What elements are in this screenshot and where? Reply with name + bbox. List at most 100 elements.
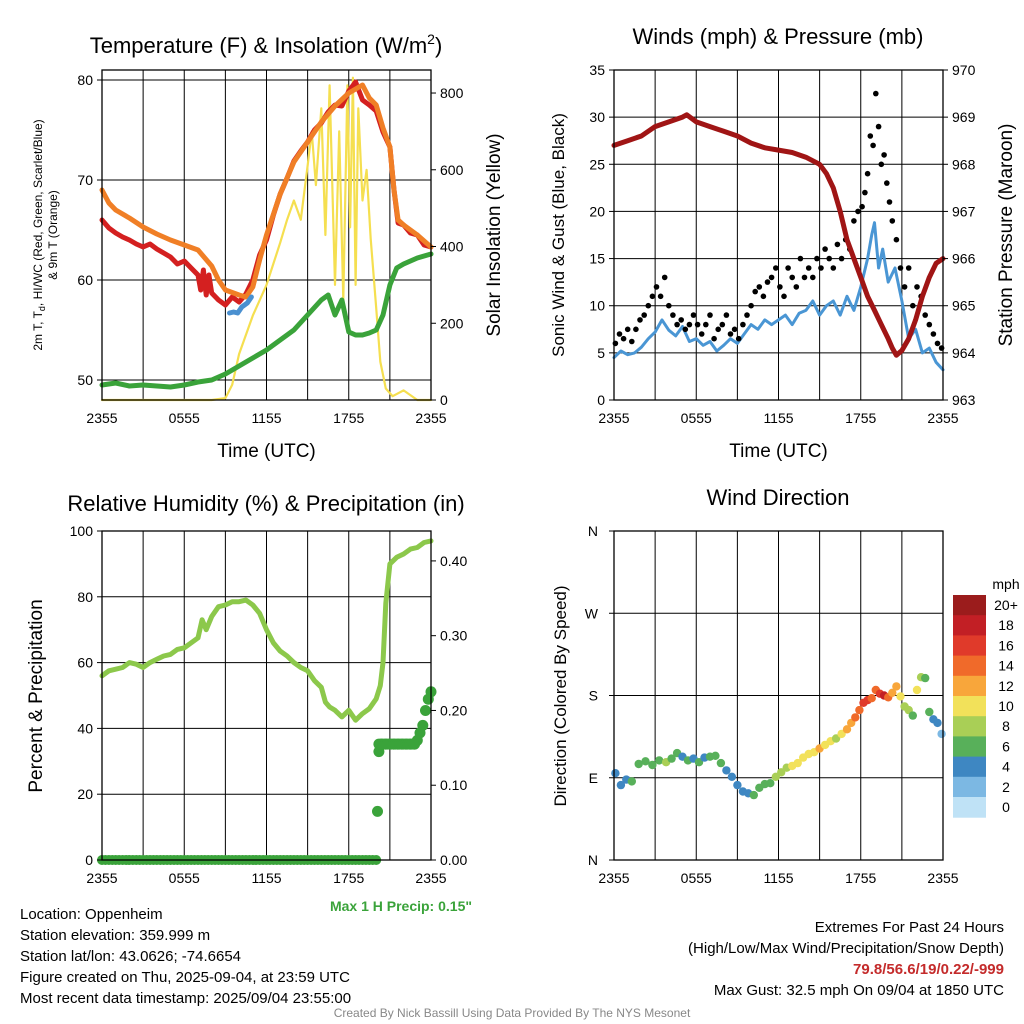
winds-gust-dot	[698, 331, 705, 337]
winds-gust-dot	[657, 293, 664, 300]
direction-y-tick-label: N	[588, 852, 598, 868]
direction-point	[694, 758, 704, 767]
winds-gust-dot	[822, 246, 828, 252]
temperature-x-axis-label: Time (UTC)	[217, 441, 316, 462]
temp-right-tick-label: 400	[440, 239, 464, 255]
winds-left-tick-label: 5	[597, 345, 605, 361]
humidity-y-axis-label: Percent & Precipitation	[26, 599, 47, 792]
winds-gust-dot	[711, 335, 717, 342]
temp-temperature_9m-line	[99, 82, 434, 300]
temp-right-tick-label: 600	[440, 162, 464, 178]
pressure-y-axis-label: Station Pressure (Maroon)	[996, 124, 1017, 347]
winds-gust-dot	[764, 279, 771, 285]
direction-point	[667, 754, 676, 763]
temperature-y-axis-label: 2m T, Td, HI/WC (Red, Green, Scarlet/Blu…	[31, 119, 47, 350]
colorbar-label: 14	[998, 658, 1014, 674]
direction-point	[733, 780, 742, 790]
colorbar-swatch	[953, 696, 986, 717]
winds-gust-dot	[674, 321, 680, 328]
direction-point	[627, 777, 636, 786]
winds-gust-dot	[641, 312, 647, 318]
direction-x-tick-label: 2355	[598, 870, 629, 886]
winds-gust-dot	[752, 288, 758, 295]
temp-left-tick-label: 70	[77, 172, 93, 188]
temperature-y-axis-label-2: & 9m T (Orange)	[46, 190, 60, 280]
humidity-title: Relative Humidity (%) & Precipitation (i…	[67, 491, 464, 516]
winds-gust-dot	[616, 331, 623, 337]
winds-x-tick-label: 1755	[845, 410, 876, 426]
humidity-right-tick-label: 0.00	[440, 852, 467, 868]
temp-x-tick-label: 1155	[251, 410, 281, 426]
precip-dot	[420, 705, 431, 716]
colorbar-swatch	[953, 797, 986, 818]
colorbar-swatch	[953, 675, 986, 697]
winds-gust-dot	[838, 255, 845, 262]
winds-left-tick-label: 15	[589, 251, 605, 267]
humidity-x-tick-label: 1755	[333, 870, 364, 886]
max-precip-label: Max 1 H Precip: 0.15"	[330, 898, 472, 914]
direction-point	[777, 768, 786, 777]
direction-point	[727, 772, 737, 781]
direction-point	[634, 759, 643, 769]
direction-point	[925, 707, 934, 717]
temp-left-tick-label: 50	[77, 372, 93, 388]
winds-right-tick-label: 970	[952, 62, 976, 78]
winds-sonic_wind-line	[612, 221, 945, 372]
temp-heat_index_wind_chill-line	[227, 294, 254, 316]
winds-gust-dot	[768, 274, 775, 281]
temp-left-tick-label: 80	[77, 72, 93, 88]
winds-left-tick-label: 0	[597, 392, 605, 408]
colorbar-label: 6	[1002, 738, 1010, 754]
direction-point	[711, 751, 720, 760]
direction-point	[616, 780, 626, 790]
extremes-heading: Extremes For Past 24 Hours	[814, 919, 1004, 936]
winds-gust-dot	[859, 203, 865, 210]
winds-gust-dot	[870, 142, 876, 149]
winds-gust-dot	[624, 326, 631, 333]
temp-x-tick-label: 2355	[415, 410, 446, 426]
direction-point	[855, 705, 864, 715]
insolation-y-axis-label: Solar Insolation (Yellow)	[484, 133, 505, 336]
temp-right-tick-label: 200	[440, 315, 464, 331]
humidity-x-tick-label: 1155	[251, 870, 281, 886]
humidity-panel: Relative Humidity (%) & Precipitation (i…	[26, 491, 472, 914]
winds-left-tick-label: 25	[589, 156, 605, 172]
humidity-left-tick-label: 40	[77, 720, 93, 736]
direction-y-tick-label: E	[589, 770, 598, 786]
winds-gust-dot	[886, 199, 893, 205]
winds-gust-dot	[901, 284, 908, 290]
temperature-panel: Temperature (F) & Insolation (W/m2) 2355…	[31, 31, 505, 462]
winds-gust-dot	[910, 302, 916, 309]
winds-gust-dot	[773, 265, 779, 271]
humidity-left-tick-label: 100	[70, 523, 94, 539]
winds-gust-dot	[893, 236, 900, 243]
winds-gust-dot	[719, 321, 726, 328]
humidity-relative_humidity-line	[99, 538, 434, 723]
direction-point	[722, 766, 731, 775]
direction-point	[842, 725, 852, 734]
winds-right-tick-label: 969	[952, 109, 976, 125]
winds-gust-dot	[922, 312, 928, 318]
winds-gust-dot	[633, 326, 639, 333]
winds-gust-dot	[661, 274, 668, 281]
winds-gust-dot	[789, 274, 795, 281]
winds-gust-dot	[810, 274, 816, 281]
direction-point	[648, 760, 657, 770]
direction-point	[851, 713, 860, 722]
humidity-frame	[101, 530, 432, 861]
winds-gust-dot	[934, 340, 941, 347]
winds-gust-dot	[748, 302, 754, 309]
winds-gust-dot	[818, 265, 824, 271]
humidity-x-tick-label: 0555	[169, 870, 200, 886]
colorbar-swatch	[953, 736, 986, 758]
winds-gust-dot	[694, 321, 701, 328]
temp-x-tick-label: 0555	[169, 410, 200, 426]
direction-point	[912, 685, 922, 695]
winds-gust-dot	[686, 321, 693, 328]
recent-data-text: Most recent data timestamp: 2025/09/04 2…	[20, 990, 352, 1007]
winds-gust-dot	[777, 284, 783, 290]
winds-gust-dot	[760, 293, 767, 300]
direction-y-tick-label: N	[588, 523, 598, 539]
winds-gust-dot	[682, 326, 689, 333]
